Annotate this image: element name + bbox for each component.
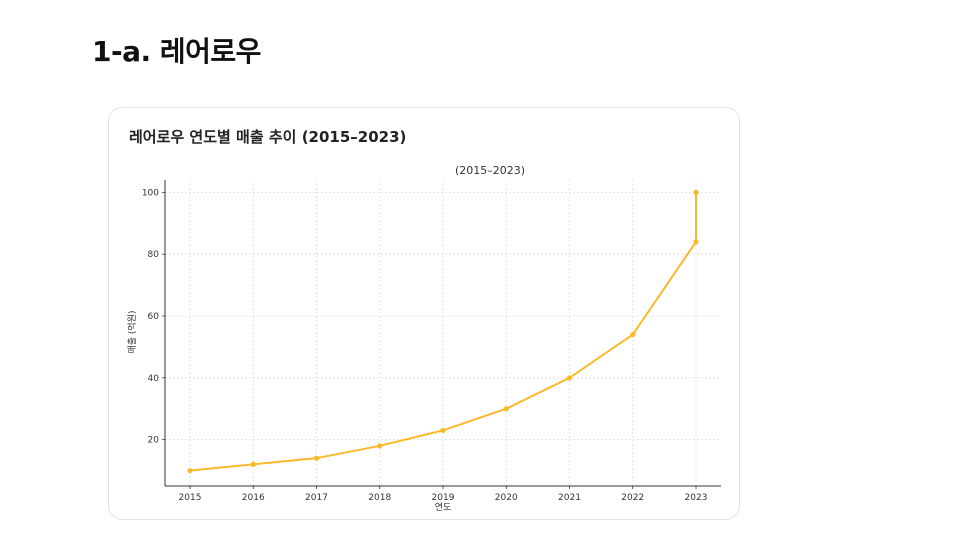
x-tick-label: 2018 — [368, 493, 391, 503]
data-point — [503, 406, 509, 412]
data-point — [187, 467, 193, 474]
y-tick-label: 20 — [148, 436, 160, 446]
chart-card-title: 레어로우 연도별 매출 추이 (2015–2023) — [129, 128, 407, 146]
data-point — [693, 189, 699, 195]
x-tick-label: 2020 — [495, 493, 518, 503]
y-tick-label: 100 — [142, 188, 159, 198]
x-tick-label: 2021 — [558, 493, 581, 503]
series-revenue — [187, 189, 699, 474]
x-tick-label: 2019 — [432, 493, 455, 503]
x-tick-label: 2016 — [242, 493, 265, 503]
y-axis-label: 매출 (억원) — [126, 310, 138, 353]
data-point — [377, 443, 383, 449]
x-tick-label: 2017 — [305, 493, 328, 503]
chart-card: 레어로우 연도별 매출 추이 (2015–2023) (2015–2023) 2… — [108, 107, 740, 520]
data-point — [566, 375, 573, 381]
line-chart: (2015–2023) 2015 2016 2017 2018 2019 2020 2021… — [126, 164, 721, 513]
x-tick-label: 2015 — [179, 493, 202, 503]
x-tick-label: 2023 — [685, 493, 708, 503]
data-point — [630, 331, 636, 338]
y-tick-label: 80 — [148, 250, 160, 260]
data-point — [693, 239, 699, 245]
data-point — [250, 461, 256, 467]
y-tick-label: 40 — [148, 374, 160, 384]
gridlines — [165, 180, 721, 486]
chart-title: (2015–2023) — [455, 164, 525, 177]
axes — [162, 180, 721, 489]
data-point — [440, 427, 446, 433]
tick-labels: 2015 2016 2017 2018 2019 2020 2021 2022 2023 20 40… — [142, 188, 708, 503]
y-tick-label: 60 — [148, 312, 160, 322]
slide-title: 1-a. 레어로우 — [92, 35, 261, 68]
x-axis-label: 연도 — [435, 502, 452, 513]
data-point — [313, 455, 320, 461]
x-tick-label: 2022 — [621, 493, 644, 503]
series-line — [189, 192, 697, 472]
